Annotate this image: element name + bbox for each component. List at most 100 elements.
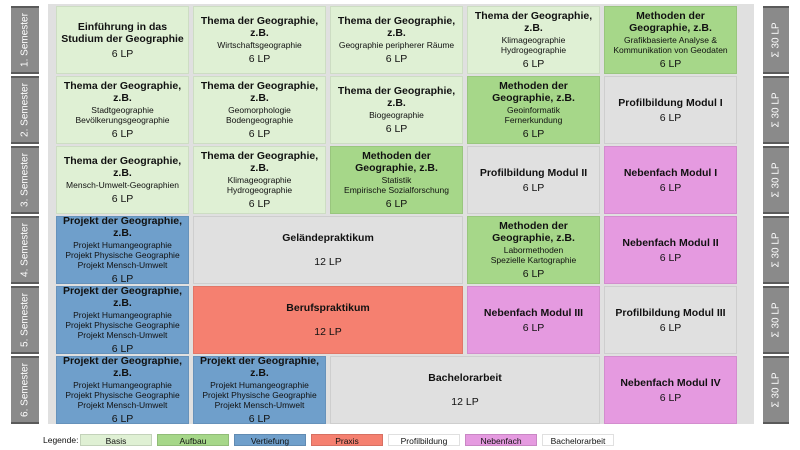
legend-item-profilbildung: Profilbildung bbox=[388, 434, 460, 446]
semester-label: 3. Semester bbox=[19, 153, 31, 207]
module-cell-basis: Thema der Geographie, z.B. Klimageographi… bbox=[467, 6, 600, 74]
semester-sum-label: Σ 30 LP bbox=[770, 302, 782, 338]
semester-sum-label: Σ 30 LP bbox=[770, 92, 782, 128]
module-title: Thema der Geographie, z.B. bbox=[474, 10, 593, 34]
module-cell-nebenfach: Nebenfach Modul I 6 LP bbox=[604, 146, 737, 214]
module-cell-basis: Thema der Geographie, z.B. Stadtgeographi… bbox=[56, 76, 189, 144]
module-subtitle: Projekt Humangeographie Projekt Physisch… bbox=[65, 240, 180, 270]
module-credits: 6 LP bbox=[248, 53, 271, 65]
module-credits: 6 LP bbox=[659, 251, 682, 264]
module-subtitle: Klimageographie Hydrogeographie bbox=[226, 175, 293, 195]
module-subtitle: Biogeographie bbox=[369, 110, 424, 120]
module-title: Thema der Geographie, z.B. bbox=[63, 155, 182, 179]
module-title: Geländepraktikum bbox=[282, 232, 374, 244]
module-cell-vertiefung: Projekt der Geographie, z.B. Projekt Huma… bbox=[56, 286, 189, 354]
module-title: Methoden der Geographie, z.B. bbox=[629, 10, 712, 34]
semester-label-bar: 2. Semester bbox=[11, 76, 39, 144]
module-cell-profilbildung: Profilbildung Modul II 6 LP bbox=[467, 146, 600, 214]
legend-item-vertiefung: Vertiefung bbox=[234, 434, 306, 446]
module-cell-nebenfach: Nebenfach Modul III 6 LP bbox=[467, 286, 600, 354]
module-title: Profilbildung Modul III bbox=[615, 306, 726, 319]
module-cell-basis: Thema der Geographie, z.B. Klimageographi… bbox=[193, 146, 326, 214]
module-subtitle: Klimageographie Hydrogeographie bbox=[500, 35, 567, 55]
module-subtitle: Labormethoden Spezielle Kartographie bbox=[490, 245, 577, 265]
module-subtitle: Wirtschaftsgeographie bbox=[217, 40, 302, 50]
module-cell-basis: Thema der Geographie, z.B. Wirtschaftsgeo… bbox=[193, 6, 326, 74]
semester-sum-bar: Σ 30 LP bbox=[763, 356, 789, 424]
module-cell-basis: Thema der Geographie, z.B. Mensch-Umwelt-… bbox=[56, 146, 189, 214]
semester-label: 1. Semester bbox=[19, 13, 31, 67]
module-credits: 6 LP bbox=[111, 343, 134, 354]
module-subtitle: Mensch-Umwelt-Geographien bbox=[66, 180, 179, 190]
module-title: Nebenfach Modul II bbox=[622, 236, 719, 249]
module-credits: 6 LP bbox=[659, 181, 682, 194]
semester-label-bar: 6. Semester bbox=[11, 356, 39, 424]
semester-label: 2. Semester bbox=[19, 83, 31, 137]
module-cell-basis: Thema der Geographie, z.B. Biogeographie 6… bbox=[330, 76, 463, 144]
semester-sum-bar: Σ 30 LP bbox=[763, 216, 789, 284]
module-title: Bachelorarbeit bbox=[428, 372, 502, 384]
module-credits: 6 LP bbox=[659, 321, 682, 334]
module-title: Berufspraktikum bbox=[286, 302, 370, 314]
module-credits: 6 LP bbox=[522, 321, 545, 334]
module-subtitle: Geomorphologie Bodengeographie bbox=[225, 105, 294, 125]
module-credits: 6 LP bbox=[111, 273, 134, 284]
semester-sum-bar: Σ 30 LP bbox=[763, 286, 789, 354]
module-cell-profilbildung: Geländepraktikum 12 LP bbox=[193, 216, 463, 284]
module-title: Profilbildung Modul I bbox=[618, 96, 723, 109]
semester-sum-label: Σ 30 LP bbox=[770, 22, 782, 58]
module-subtitle: Projekt Humangeographie Projekt Physisch… bbox=[202, 380, 317, 410]
module-title: Thema der Geographie, z.B. bbox=[200, 15, 319, 39]
module-cell-profilbildung: Profilbildung Modul I 6 LP bbox=[604, 76, 737, 144]
legend-item-praxis: Praxis bbox=[311, 434, 383, 446]
module-title: Nebenfach Modul IV bbox=[620, 376, 721, 389]
module-credits: 6 LP bbox=[385, 198, 408, 210]
module-credits: 6 LP bbox=[522, 128, 545, 140]
module-credits: 6 LP bbox=[111, 413, 134, 424]
legend-item-nebenfach: Nebenfach bbox=[465, 434, 537, 446]
module-credits: 12 LP bbox=[451, 396, 479, 408]
legend-label: Legende: bbox=[43, 435, 79, 445]
module-cell-basis: Einführung in das Studium der Geographie… bbox=[56, 6, 189, 74]
module-title: Thema der Geographie, z.B. bbox=[337, 85, 456, 109]
module-credits: 6 LP bbox=[248, 128, 271, 140]
module-cell-aufbau: Methoden der Geographie, z.B. Labormethod… bbox=[467, 216, 600, 284]
module-credits: 6 LP bbox=[248, 413, 271, 424]
semester-sum-label: Σ 30 LP bbox=[770, 162, 782, 198]
module-cell-vertiefung: Projekt der Geographie, z.B. Projekt Huma… bbox=[56, 216, 189, 284]
semester-label: 6. Semester bbox=[19, 363, 31, 417]
module-cell-nebenfach: Nebenfach Modul II 6 LP bbox=[604, 216, 737, 284]
module-cell-basis: Thema der Geographie, z.B. Geomorphologie… bbox=[193, 76, 326, 144]
module-subtitle: Stadtgeographie Bevölkerungsgeographie bbox=[75, 105, 170, 125]
module-credits: 12 LP bbox=[314, 256, 342, 268]
module-title: Methoden der Geographie, z.B. bbox=[492, 220, 575, 244]
legend-item-bachelorarbeit: Bachelorarbeit bbox=[542, 434, 614, 446]
semester-label-bar: 5. Semester bbox=[11, 286, 39, 354]
module-cell-basis: Thema der Geographie, z.B. Geographie per… bbox=[330, 6, 463, 74]
semester-sum-label: Σ 30 LP bbox=[770, 232, 782, 268]
semester-label-bar: 4. Semester bbox=[11, 216, 39, 284]
semester-sum-bar: Σ 30 LP bbox=[763, 146, 789, 214]
module-cell-aufbau: Methoden der Geographie, z.B. Geoinformat… bbox=[467, 76, 600, 144]
module-credits: 6 LP bbox=[111, 47, 134, 60]
module-cell-nebenfach: Nebenfach Modul IV 6 LP bbox=[604, 356, 737, 424]
module-title: Projekt der Geographie, z.B. bbox=[62, 286, 183, 309]
module-cell-aufbau: Methoden der Geographie, z.B. Statistik E… bbox=[330, 146, 463, 214]
module-subtitle: Projekt Humangeographie Projekt Physisch… bbox=[65, 310, 180, 340]
module-title: Projekt der Geographie, z.B. bbox=[62, 356, 183, 379]
module-cell-praxis: Berufspraktikum 12 LP bbox=[193, 286, 463, 354]
legend: Legende: Basis Aufbau Vertiefung Praxis Prof… bbox=[0, 434, 800, 448]
module-credits: 6 LP bbox=[248, 198, 271, 210]
module-cell-vertiefung: Projekt der Geographie, z.B. Projekt Huma… bbox=[193, 356, 326, 424]
module-title: Profilbildung Modul II bbox=[479, 166, 588, 179]
module-credits: 6 LP bbox=[659, 391, 682, 404]
module-title: Thema der Geographie, z.B. bbox=[337, 15, 456, 39]
module-cell-bachelorarbeit: Bachelorarbeit 12 LP bbox=[330, 356, 600, 424]
module-subtitle: Geoinformatik Fernerkundung bbox=[504, 105, 563, 125]
module-title: Nebenfach Modul I bbox=[623, 166, 718, 179]
semester-label: 5. Semester bbox=[19, 293, 31, 347]
module-credits: 6 LP bbox=[111, 128, 134, 140]
module-credits: 6 LP bbox=[385, 53, 408, 65]
module-title: Thema der Geographie, z.B. bbox=[200, 80, 319, 104]
module-credits: 12 LP bbox=[314, 326, 342, 338]
